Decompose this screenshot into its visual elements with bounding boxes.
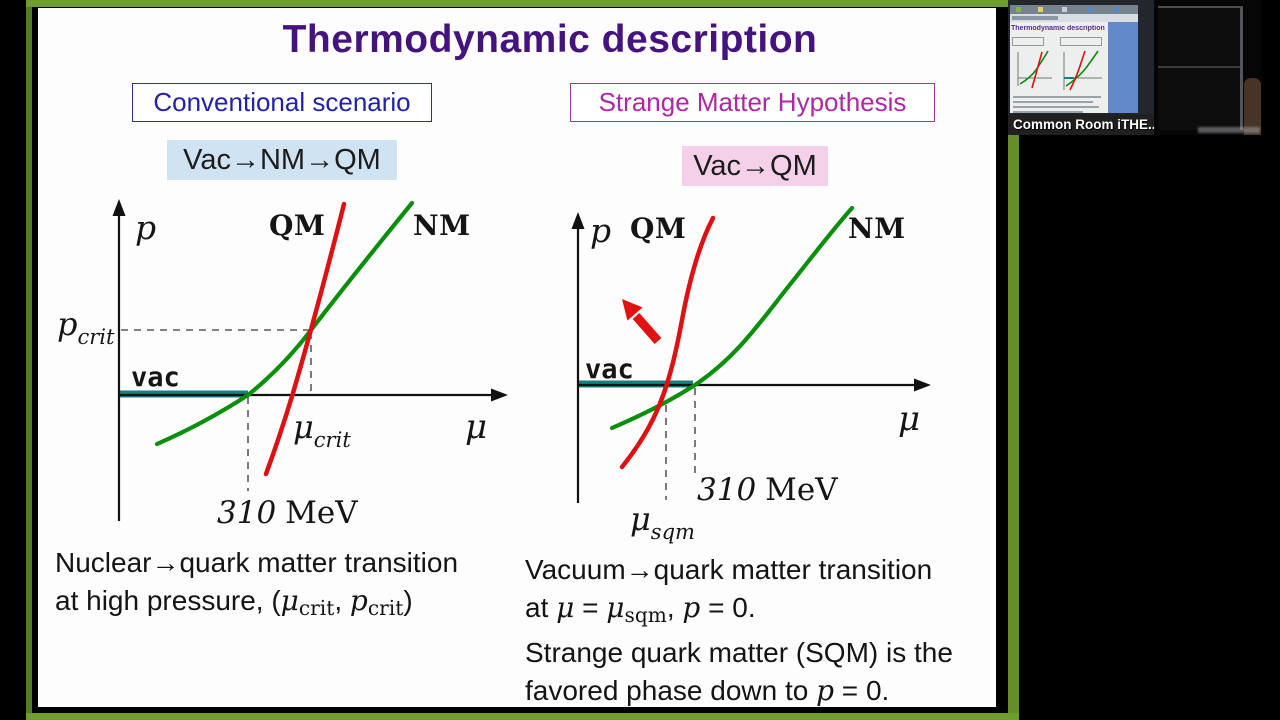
- vac-label: vac: [131, 362, 180, 393]
- mini-taskbar-icon: [1088, 7, 1093, 12]
- mucrit-label: μcrit: [293, 408, 351, 452]
- p-axis-label: p: [590, 211, 611, 250]
- y-axis-arrow-icon: [571, 212, 585, 229]
- mini-qm-curve: [1069, 50, 1086, 91]
- mini-slide-title: Thermodynamic description: [1011, 25, 1105, 32]
- mini-taskbar-icon: [1038, 7, 1043, 12]
- p-axis-label: p: [135, 208, 156, 247]
- slide-title: Thermodynamic description: [282, 18, 818, 61]
- webcam-timestamp-blur: [1198, 127, 1260, 133]
- person-silhouette: [1244, 78, 1261, 135]
- webcam-overlay: Thermodynamic description: [1008, 0, 1262, 135]
- x-axis-arrow-icon: [491, 388, 508, 402]
- webcam-room: [1154, 0, 1262, 135]
- red-pointer-arrow-shaft: [632, 313, 662, 344]
- qm-label: QM: [269, 209, 325, 242]
- frame-bottom-bar: [26, 713, 1019, 720]
- mini-slide: Thermodynamic description: [1010, 22, 1108, 113]
- musqm-label: μsqm: [630, 500, 695, 544]
- mini-nm-curve: [1065, 50, 1099, 87]
- right-plot: p QM NM vac μsqm 310 MeV μ: [571, 205, 931, 544]
- value-310-mev: 310 MeV: [217, 495, 358, 531]
- qm-curve: [619, 215, 716, 470]
- tv-screen: [1158, 6, 1243, 130]
- mini-window-side-panel: [1108, 22, 1138, 113]
- mini-qm-curve: [1031, 51, 1043, 89]
- mu-axis-label: μ: [898, 399, 920, 439]
- mini-text-blur: [1013, 101, 1093, 103]
- mini-header-box: [1060, 37, 1102, 46]
- caption-right-line1: Vacuum→quark matter transition: [525, 554, 933, 585]
- frame-right-bar: [1008, 0, 1019, 720]
- y-axis-arrow-icon: [112, 199, 126, 216]
- tv-screen-line: [1158, 66, 1240, 68]
- mini-window-title-blur: [1012, 16, 1058, 20]
- mini-header-box: [1012, 37, 1044, 46]
- header-conventional-scenario: Conventional scenario: [132, 83, 432, 122]
- webcam-monitor: Thermodynamic description: [1008, 0, 1154, 135]
- header-strange-matter-hypothesis: Strange Matter Hypothesis: [570, 83, 935, 122]
- mini-text-blur: [1013, 111, 1083, 113]
- caption-right-line2: at μ = μsqm, p = 0.: [525, 590, 756, 627]
- qm-label: QM: [630, 212, 686, 245]
- mini-plot-right: [1063, 50, 1102, 91]
- red-pointer-arrow-icon: [622, 299, 643, 321]
- sequence-vac-nm-qm: Vac→NM→QM: [167, 140, 397, 180]
- header-strange-label: Strange Matter Hypothesis: [598, 87, 907, 117]
- caption-left-line2: at high pressure, (μcrit, pcrit): [55, 583, 413, 620]
- mini-taskbar-icon: [1016, 7, 1021, 12]
- mini-taskbar-icon: [1062, 7, 1067, 12]
- x-axis-arrow-icon: [914, 378, 931, 392]
- caption-right-line3: Strange quark matter (SQM) is the: [525, 637, 953, 669]
- caption-right: Vacuum→quark matter transition at μ = μs…: [525, 551, 995, 709]
- caption-left: Nuclear→quark matter transition at high …: [55, 544, 510, 627]
- sequence-vac-qm: Vac→QM: [682, 146, 828, 186]
- mu-axis-label: μ: [465, 407, 487, 447]
- pcrit-label: pcrit: [57, 305, 115, 349]
- mini-taskbar: [1010, 5, 1138, 14]
- header-conventional-label: Conventional scenario: [153, 87, 411, 117]
- mini-text-blur: [1013, 96, 1101, 98]
- mini-taskbar-icon: [1114, 7, 1119, 12]
- frame-top-bar: [26, 0, 1019, 7]
- nm-label: NM: [413, 209, 471, 242]
- mini-window-titlebar: [1010, 14, 1138, 22]
- webcam-monitor-screen: Thermodynamic description: [1010, 5, 1138, 113]
- sequence-vac-nm-qm-label: Vac→NM→QM: [183, 143, 381, 176]
- qm-curve: [263, 201, 347, 477]
- mini-text-blur: [1013, 106, 1099, 108]
- webcam-caption: Common Room iTHE...: [1008, 114, 1154, 135]
- mini-plot-left: [1017, 50, 1052, 89]
- nm-curve: [154, 200, 415, 447]
- sequence-vac-qm-label: Vac→QM: [693, 149, 817, 182]
- mini-nm-curve: [1019, 50, 1049, 85]
- vac-label: vac: [585, 354, 634, 385]
- nm-label: NM: [848, 212, 906, 245]
- slide: Thermodynamic description Conventional s…: [38, 8, 996, 707]
- frame-left-bar: [26, 0, 32, 720]
- caption-right-line4: favored phase down to p = 0.: [525, 673, 890, 707]
- left-plot: p QM NM vac pcrit μcrit μ 310 MeV: [57, 199, 508, 531]
- value-310-mev: 310 MeV: [697, 472, 838, 508]
- caption-left-line1: Nuclear→quark matter transition: [55, 547, 459, 578]
